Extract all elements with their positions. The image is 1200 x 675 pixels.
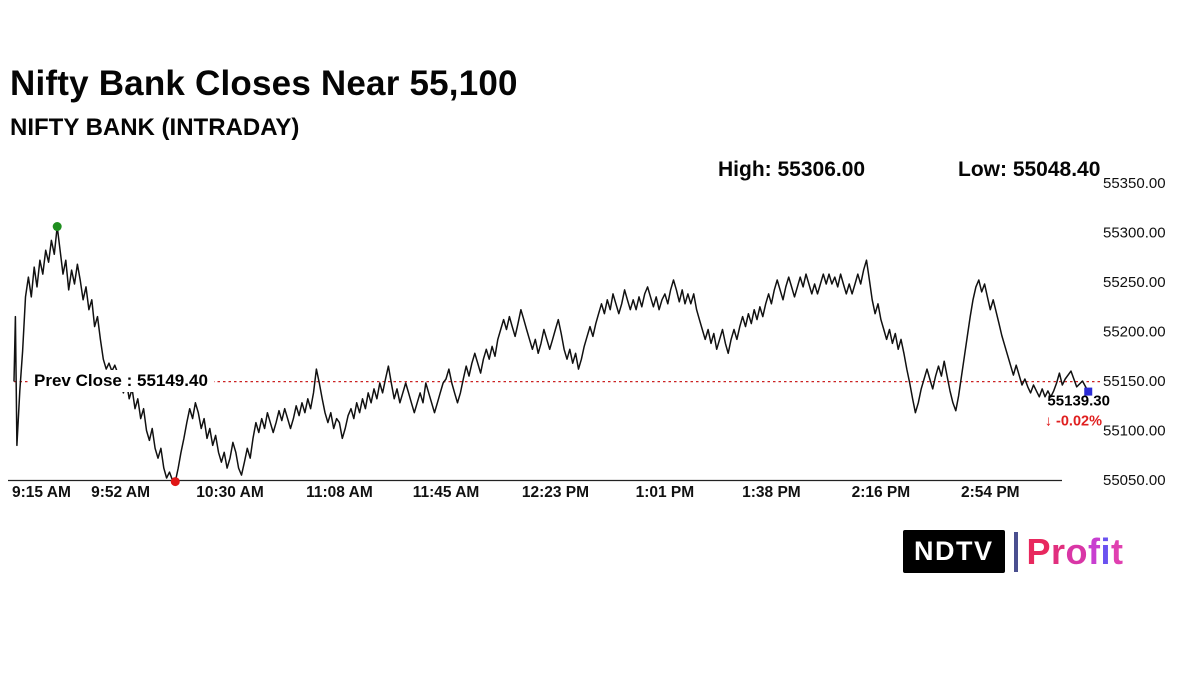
y-tick-label: 55250.00: [1103, 274, 1166, 291]
profit-logo-letter: i: [1100, 530, 1112, 572]
profit-logo-letter: f: [1088, 530, 1101, 572]
change-percent-label: ↓ -0.02%: [1045, 414, 1102, 430]
x-tick-label: 11:08 AM: [306, 484, 373, 501]
chart-subtitle: NIFTY BANK (INTRADAY): [10, 114, 300, 141]
x-tick-label: 1:01 PM: [636, 484, 695, 501]
y-tick-label: 55150.00: [1103, 373, 1166, 390]
page-title: Nifty Bank Closes Near 55,100: [10, 64, 518, 103]
x-tick-label: 9:15 AM: [12, 484, 71, 501]
last-marker: [1084, 387, 1093, 396]
profit-logo-letter: o: [1065, 530, 1089, 572]
y-tick-label: 55200.00: [1103, 324, 1166, 341]
x-tick-label: 10:30 AM: [196, 484, 263, 501]
x-tick-label: 1:38 PM: [742, 484, 801, 501]
profit-logo-letter: r: [1051, 530, 1066, 572]
y-tick-label: 55350.00: [1103, 175, 1166, 192]
profit-logo-letter: t: [1111, 530, 1124, 572]
y-tick-label: 55300.00: [1103, 225, 1166, 242]
low-marker: [170, 477, 180, 487]
x-tick-label: 11:45 AM: [413, 484, 480, 501]
last-price-label: 55139.30: [1047, 393, 1110, 410]
x-tick-label: 12:23 PM: [522, 484, 589, 501]
high-marker: [52, 222, 62, 232]
ndtv-logo: NDTV: [903, 530, 1005, 573]
price-line: [13, 225, 1089, 483]
y-tick-label: 55100.00: [1103, 423, 1166, 440]
prev-close-label: Prev Close : 55149.40: [28, 369, 214, 392]
high-value-label: High: 55306.00: [718, 158, 866, 181]
x-tick-label: 2:16 PM: [852, 484, 911, 501]
low-value-label: Low: 55048.40: [958, 158, 1101, 181]
profit-logo-letter: P: [1026, 530, 1052, 572]
profit-logo: Profit: [1027, 531, 1124, 573]
ndtv-profit-logo: NDTV Profit: [903, 530, 1124, 573]
x-tick-label: 2:54 PM: [961, 484, 1020, 501]
y-tick-label: 55050.00: [1103, 472, 1166, 489]
logo-separator-bar: [1013, 531, 1018, 572]
x-tick-label: 9:52 AM: [91, 484, 150, 501]
